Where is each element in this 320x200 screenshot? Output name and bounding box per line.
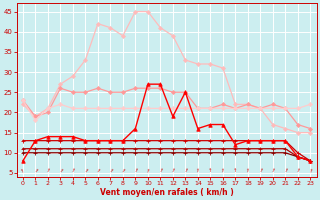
Text: ↑: ↑: [233, 168, 237, 173]
Text: ↑: ↑: [245, 168, 250, 174]
Text: ↑: ↑: [132, 168, 139, 174]
Text: ↑: ↑: [308, 168, 313, 174]
Text: ↑: ↑: [70, 168, 76, 174]
Text: ↑: ↑: [170, 168, 176, 174]
Text: ↑: ↑: [295, 168, 301, 174]
Text: ↑: ↑: [282, 168, 288, 174]
Text: ↑: ↑: [20, 168, 26, 174]
Text: ↑: ↑: [95, 168, 101, 174]
Text: ↑: ↑: [208, 168, 212, 173]
Text: ↑: ↑: [45, 168, 51, 174]
Text: ↑: ↑: [145, 168, 151, 174]
Text: ↑: ↑: [82, 168, 89, 174]
Text: ↑: ↑: [57, 168, 64, 174]
Text: ↑: ↑: [220, 168, 225, 174]
Text: ↑: ↑: [195, 168, 200, 174]
Text: ↑: ↑: [270, 168, 276, 174]
Text: ↑: ↑: [157, 168, 164, 174]
X-axis label: Vent moyen/en rafales ( km/h ): Vent moyen/en rafales ( km/h ): [100, 188, 234, 197]
Text: ↑: ↑: [120, 168, 126, 174]
Text: ↑: ↑: [257, 168, 263, 174]
Text: ↑: ↑: [32, 168, 39, 174]
Text: ↑: ↑: [182, 168, 188, 174]
Text: ↑: ↑: [107, 168, 114, 174]
